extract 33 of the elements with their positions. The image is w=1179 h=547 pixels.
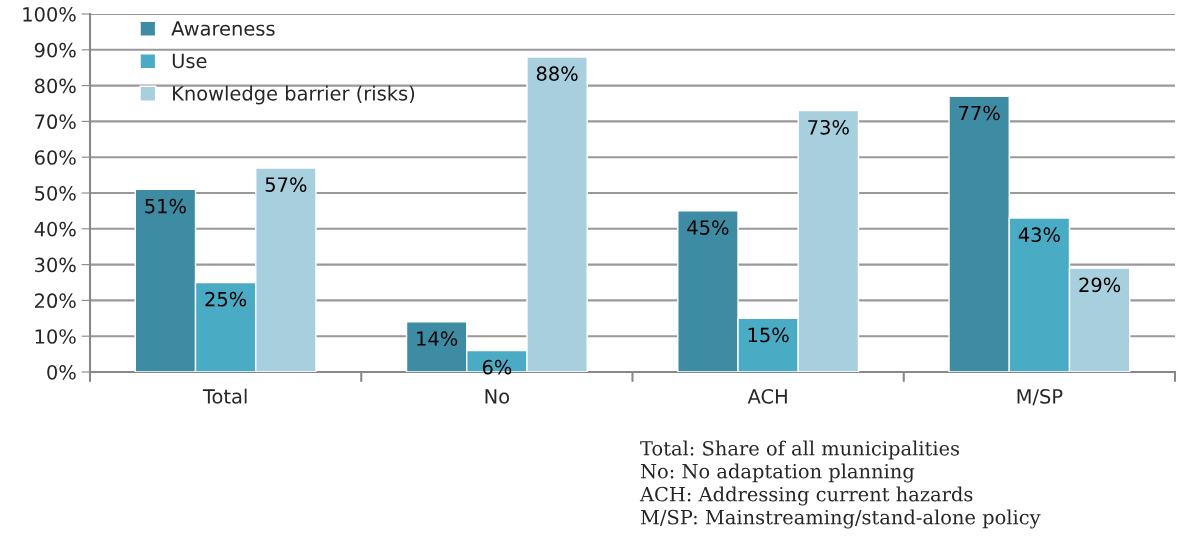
data-label: 57% xyxy=(265,177,307,192)
y-tick-label: 90% xyxy=(34,42,76,58)
x-tick-label: No xyxy=(485,389,510,404)
y-tick-label: 50% xyxy=(35,185,76,201)
x-tick-label: Total xyxy=(202,388,247,404)
data-label: 88% xyxy=(536,66,578,81)
y-tick-label: 30% xyxy=(35,257,76,273)
y-tick-label: 80% xyxy=(34,78,76,94)
legend-label: Use xyxy=(172,53,207,69)
data-label: 45% xyxy=(687,220,729,235)
y-tick-label: 0% xyxy=(47,364,76,380)
data-label: 25% xyxy=(205,291,247,307)
legend-label: Awareness xyxy=(171,21,275,36)
data-label: 51% xyxy=(145,198,186,214)
data-label: 15% xyxy=(748,327,789,343)
text: M/SP: Mainstreaming/stand-alone policy xyxy=(640,509,1041,529)
data-label: 29% xyxy=(1079,277,1121,293)
data-label: 14% xyxy=(417,331,458,346)
y-tick-label: 70% xyxy=(35,114,76,130)
x-tick-label: M/SP xyxy=(1017,389,1063,406)
legend-label: Knowledge barrier (risks) xyxy=(173,85,415,105)
y-tick-label: 10% xyxy=(35,329,76,344)
y-tick-label: 40% xyxy=(34,221,76,237)
data-label: 73% xyxy=(808,119,849,135)
text: Total: Share of all municipalities xyxy=(640,440,960,460)
text: No: No adaptation planning xyxy=(640,463,915,483)
x-tick-label: ACH xyxy=(747,389,787,404)
text: ACH: Addressing current hazards xyxy=(639,486,973,506)
y-tick-label: 100% xyxy=(23,6,76,22)
data-label: 77% xyxy=(959,105,1000,121)
data-label: 43% xyxy=(1018,227,1060,243)
y-tick-label: 60% xyxy=(34,150,76,165)
y-tick-label: 20% xyxy=(35,293,76,309)
